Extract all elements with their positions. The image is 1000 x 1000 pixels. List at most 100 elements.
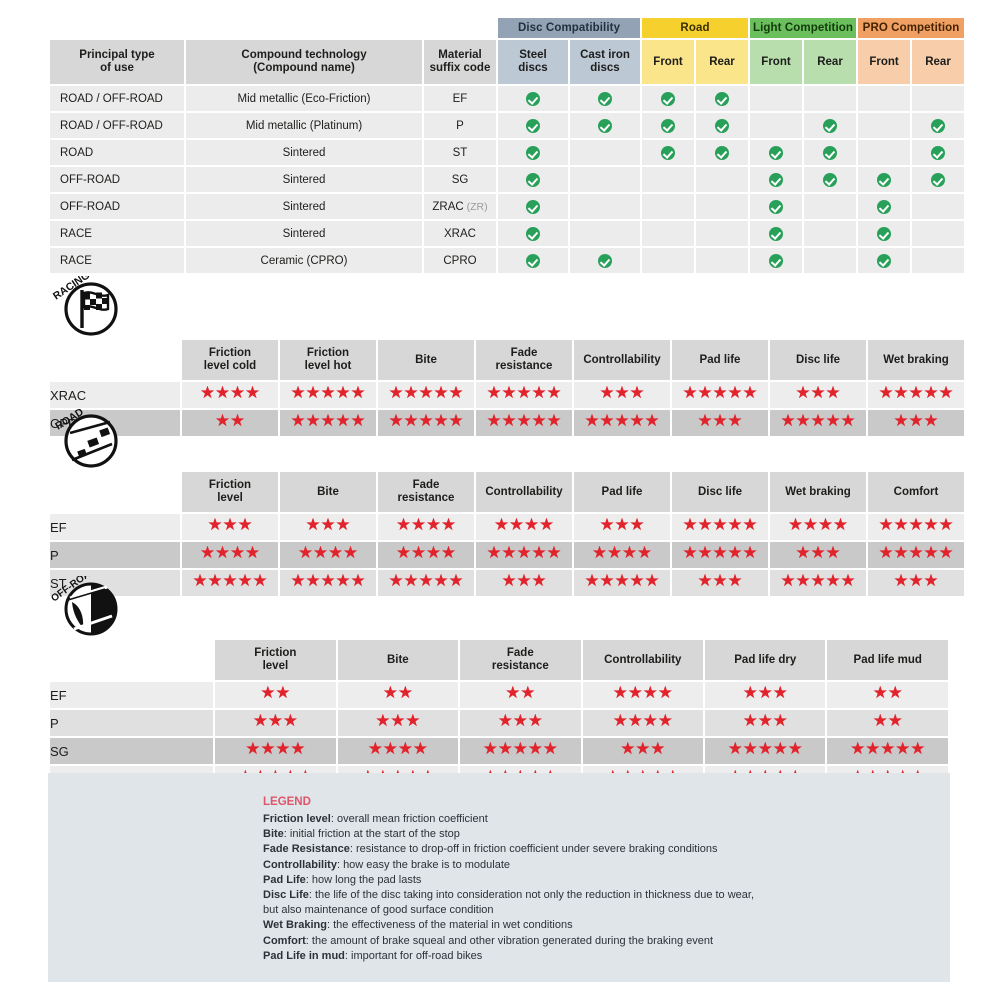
star-icon <box>683 517 697 531</box>
star-icon <box>698 385 712 399</box>
compatibility-cell <box>642 167 694 192</box>
compatibility-cell <box>858 221 911 246</box>
star-icon <box>291 741 305 755</box>
rating-cell <box>705 710 826 736</box>
suffix-code-cell: SG <box>424 167 496 192</box>
star-icon <box>532 385 546 399</box>
star-icon <box>909 517 923 531</box>
col-header-10: Rear <box>912 40 965 84</box>
star-icon <box>866 741 880 755</box>
rating-cell <box>476 410 572 436</box>
star-icon <box>321 517 335 531</box>
compatibility-cell <box>642 140 694 165</box>
star-icon <box>743 545 757 559</box>
group-header-disc: Disc Compatibility <box>498 18 640 38</box>
legend-entry: Controllability: how easy the brake is t… <box>263 858 510 871</box>
star-icon <box>426 517 441 531</box>
compatibility-cell <box>912 248 965 273</box>
compatibility-cell <box>642 194 694 219</box>
star-rating <box>483 741 558 760</box>
rating-cell <box>460 738 581 764</box>
road-icon-row: ROAD <box>50 408 964 470</box>
compatibility-cell <box>696 113 748 138</box>
star-icon <box>643 713 658 727</box>
star-icon <box>743 741 757 755</box>
star-icon <box>539 517 554 531</box>
offroad-icon-row: OFF-ROAD <box>50 576 948 638</box>
legend-term: Disc Life <box>263 889 309 902</box>
racing-rows-table: XRAC CPRO <box>48 380 966 438</box>
legend-term: Wet Braking <box>263 919 327 932</box>
star-icon <box>658 685 673 699</box>
compatibility-cell <box>750 86 802 111</box>
star-rating <box>894 413 939 432</box>
racing-col-header-7: Wet braking <box>868 340 964 380</box>
check-icon <box>526 199 540 214</box>
offroad-col-header-0: Friction level <box>215 640 336 680</box>
star-icon <box>888 685 902 699</box>
star-rating <box>743 713 788 732</box>
star-icon <box>896 741 910 755</box>
rating-cell <box>476 542 572 568</box>
star-icon <box>621 741 635 755</box>
spacer-cell <box>50 640 213 680</box>
star-rating <box>600 517 645 536</box>
compatibility-cell <box>750 221 802 246</box>
star-icon <box>383 741 398 755</box>
rating-cell <box>337 682 459 708</box>
check-icon <box>526 253 540 268</box>
road-col-header-2: Fade resistance <box>378 472 474 512</box>
rating-cell <box>868 410 964 436</box>
rating-cell <box>337 738 459 764</box>
star-rating <box>873 685 903 704</box>
star-icon <box>773 713 787 727</box>
star-icon <box>909 385 923 399</box>
star-rating <box>200 385 260 404</box>
rating-cell <box>460 682 581 708</box>
star-rating <box>683 385 758 404</box>
compatibility-cell <box>804 86 857 111</box>
rating-cell <box>280 514 376 540</box>
offroad-section: OFF-ROAD Friction level Bite Fade resistance… <box>48 574 950 794</box>
table-row: ROAD / OFF-ROAD Mid metallic (Eco-Frictio… <box>50 86 965 111</box>
compatibility-cell <box>858 140 911 165</box>
rating-cell <box>182 542 278 568</box>
star-icon <box>502 385 516 399</box>
compatibility-cell <box>570 140 640 165</box>
check-icon <box>877 253 892 268</box>
compatibility-cell <box>696 194 748 219</box>
star-rating <box>683 517 758 536</box>
star-icon <box>547 385 561 399</box>
star-rating <box>260 685 290 704</box>
spacer-cell <box>50 472 180 512</box>
star-icon <box>494 517 509 531</box>
col-header-2: Material suffix code <box>424 40 496 84</box>
compatibility-cell <box>498 113 568 138</box>
road-col-header-4: Pad life <box>574 472 670 512</box>
star-rating <box>487 545 562 564</box>
compound-cell: Ceramic (CPRO) <box>186 248 422 273</box>
check-icon <box>769 253 783 268</box>
star-icon <box>600 517 614 531</box>
compatibility-cell <box>498 194 568 219</box>
rating-cell <box>182 514 278 540</box>
star-icon <box>215 385 230 399</box>
rating-cell <box>378 514 474 540</box>
compatibility-table: Disc Compatibility Road Light Competition P… <box>48 16 966 275</box>
compatibility-cell <box>696 221 748 246</box>
star-icon <box>328 545 343 559</box>
star-icon <box>398 741 413 755</box>
star-rating <box>879 545 954 564</box>
star-icon <box>683 385 697 399</box>
star-rating <box>781 413 856 432</box>
suffix-code-cell: ST <box>424 140 496 165</box>
star-rating <box>502 573 547 592</box>
table-row: ROAD Sintered ST <box>50 140 965 165</box>
racing-col-header-0: Friction level cold <box>182 340 278 380</box>
rating-cell <box>770 410 866 436</box>
star-icon <box>622 545 637 559</box>
star-icon <box>336 517 350 531</box>
star-rating <box>505 685 535 704</box>
compatibility-cell <box>570 86 640 111</box>
